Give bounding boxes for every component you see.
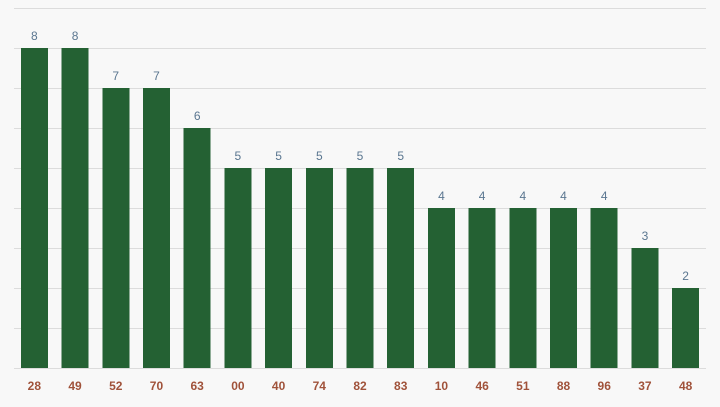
value-label-83: 5	[397, 149, 404, 163]
x-tick-label-37: 37	[638, 379, 652, 393]
x-tick-label-00: 00	[231, 379, 245, 393]
value-label-37: 3	[642, 229, 649, 243]
value-label-28: 8	[31, 29, 38, 43]
x-tick-label-51: 51	[516, 379, 530, 393]
bar-82	[346, 168, 374, 368]
bar-40	[265, 168, 293, 368]
value-labels: 8 8 7 7 6 5 5 5 5 5 4 4 4 4 4 3 2	[31, 29, 689, 283]
value-label-10: 4	[438, 189, 445, 203]
x-tick-label-40: 40	[272, 379, 286, 393]
bar-63	[183, 128, 211, 368]
bar-51	[509, 208, 537, 368]
value-label-40: 5	[275, 149, 282, 163]
x-tick-label-88: 88	[557, 379, 571, 393]
value-label-70: 7	[153, 69, 160, 83]
x-tick-label-48: 48	[679, 379, 693, 393]
x-tick-label-82: 82	[353, 379, 367, 393]
value-label-46: 4	[479, 189, 486, 203]
x-tick-label-52: 52	[109, 379, 123, 393]
x-tick-label-70: 70	[150, 379, 164, 393]
bar-46	[468, 208, 496, 368]
value-label-82: 5	[357, 149, 364, 163]
bar-49	[61, 48, 89, 368]
bar-74	[305, 168, 333, 368]
bar-88	[550, 208, 578, 368]
bar-28	[20, 48, 48, 368]
bars	[20, 48, 700, 368]
bar-37	[631, 248, 659, 368]
value-label-48: 2	[682, 269, 689, 283]
bar-96	[590, 208, 618, 368]
x-tick-label-63: 63	[190, 379, 204, 393]
value-label-51: 4	[519, 189, 526, 203]
x-tick-label-74: 74	[313, 379, 327, 393]
x-tick-label-28: 28	[28, 379, 42, 393]
value-label-96: 4	[601, 189, 608, 203]
bar-10	[427, 208, 455, 368]
x-axis-tick-labels: 28 49 52 70 63 00 40 74 82 83 10 46 51 88 96 37 48	[28, 379, 693, 393]
x-tick-label-96: 96	[598, 379, 612, 393]
value-label-74: 5	[316, 149, 323, 163]
bar-83	[387, 168, 415, 368]
value-label-52: 7	[112, 69, 119, 83]
bar-48	[672, 288, 700, 368]
x-tick-label-46: 46	[475, 379, 489, 393]
value-label-00: 5	[235, 149, 242, 163]
bar-00	[224, 168, 252, 368]
value-label-49: 8	[72, 29, 79, 43]
bar-70	[142, 88, 170, 368]
x-tick-label-10: 10	[435, 379, 449, 393]
value-label-63: 6	[194, 109, 201, 123]
bar-52	[102, 88, 130, 368]
value-label-88: 4	[560, 189, 567, 203]
x-tick-label-83: 83	[394, 379, 408, 393]
x-tick-label-49: 49	[68, 379, 82, 393]
